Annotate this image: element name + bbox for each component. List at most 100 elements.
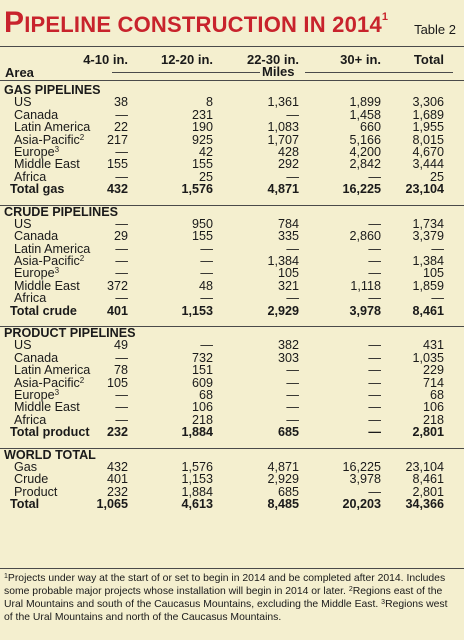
cell-total: 229	[422, 363, 444, 378]
table-row: Canada — 732 303 — 1,035	[0, 350, 464, 365]
cell-c12-20: 1,884	[181, 425, 213, 440]
cell-c22-30: 4,871	[267, 459, 299, 474]
cell-c12-20: 42	[198, 144, 213, 159]
col-header-22-30: 22-30 in.	[246, 52, 299, 67]
cell-c12-20: 4,613	[181, 497, 213, 512]
cell-c22-30: 335	[277, 229, 299, 244]
table-number: Table 2	[414, 22, 456, 37]
total-row: Total crude 401 1,153 2,929 3,978 8,461	[0, 303, 464, 318]
cell-c22-30: 321	[277, 278, 299, 293]
cell-c22-30: —	[286, 363, 299, 378]
unit-rule-left	[112, 72, 260, 73]
row-label: Latin America	[14, 120, 91, 135]
cell-c30plus: 3,978	[349, 303, 381, 318]
cell-c30plus: —	[368, 363, 381, 378]
cell-c12-20: —	[200, 338, 213, 353]
cell-c4-10: 49	[113, 338, 128, 353]
row-label: Middle East	[14, 157, 80, 172]
total-row: Total 1,065 4,613 8,485 20,203 34,366	[0, 497, 464, 512]
cell-c12-20: 218	[191, 412, 213, 427]
row-label: Middle East	[14, 400, 80, 415]
cell-c4-10: 401	[106, 303, 128, 318]
area-header: Area	[5, 65, 34, 80]
section-heading: WORLD TOTAL	[0, 448, 464, 461]
table-bottom-rule	[0, 568, 464, 569]
table-row: Europe3 — 42 428 4,200 4,670	[0, 144, 464, 159]
cell-c4-10: —	[115, 387, 128, 402]
cell-c22-30: —	[286, 412, 299, 427]
row-label: Europe3	[14, 266, 60, 281]
cell-c12-20: 106	[191, 400, 213, 415]
cell-c22-30: —	[286, 387, 299, 402]
section-heading: CRUDE PIPELINES	[0, 205, 464, 218]
table-row: Latin America 22 190 1,083 660 1,955	[0, 120, 464, 135]
cell-total: 23,104	[405, 182, 444, 197]
cell-c22-30: 428	[277, 144, 299, 159]
cell-c30plus: 1,899	[349, 95, 381, 110]
cell-total: —	[431, 241, 444, 256]
cell-c30plus: 5,166	[349, 132, 381, 147]
cell-c22-30: —	[286, 291, 299, 306]
total-row: Total product 232 1,884 685 — 2,801	[0, 425, 464, 440]
cell-c30plus: —	[368, 350, 381, 365]
row-label: Asia-Pacific2	[14, 254, 85, 269]
cell-total: 1,859	[412, 278, 444, 293]
cell-c30plus: 660	[359, 120, 381, 135]
cell-total: 1,689	[412, 107, 444, 122]
cell-c12-20: 1,576	[181, 459, 213, 474]
table-row: Gas 432 1,576 4,871 16,225 23,104	[0, 459, 464, 474]
cell-c12-20: 151	[191, 363, 213, 378]
row-label: US	[14, 338, 32, 353]
cell-c30plus: —	[368, 254, 381, 269]
col-header-4-10: 4-10 in.	[83, 52, 128, 67]
cell-c30plus: —	[368, 216, 381, 231]
cell-total: 106	[422, 400, 444, 415]
cell-total: 1,734	[412, 216, 444, 231]
cell-c4-10: —	[115, 350, 128, 365]
cell-c4-10: —	[115, 216, 128, 231]
cell-c4-10: —	[115, 241, 128, 256]
table-row: Middle East 155 155 292 2,842 3,444	[0, 157, 464, 172]
footnote-marker: 2	[79, 132, 85, 142]
cell-total: 3,306	[412, 95, 444, 110]
cell-c12-20: 8	[205, 95, 213, 110]
section-separator	[0, 439, 464, 449]
cell-c22-30: 1,707	[267, 132, 299, 147]
cell-c30plus: —	[368, 266, 381, 281]
cell-c4-10: —	[115, 291, 128, 306]
cell-c4-10: 22	[113, 120, 128, 135]
cell-c30plus: 20,203	[342, 497, 381, 512]
cell-c30plus: —	[368, 484, 381, 499]
row-label: Crude	[14, 472, 49, 487]
cell-c4-10: 155	[106, 157, 128, 172]
table-row: Product 232 1,884 685 — 2,801	[0, 484, 464, 499]
cell-total: 1,384	[412, 254, 444, 269]
cell-c22-30: 2,929	[267, 472, 299, 487]
cell-total: 4,670	[412, 144, 444, 159]
title-initial: P	[4, 6, 25, 39]
table-row: Africa — 218 — — 218	[0, 412, 464, 427]
table-row: Canada 29 155 335 2,860 3,379	[0, 229, 464, 244]
row-label: GAS PIPELINES	[4, 83, 101, 97]
cell-c4-10: 432	[106, 182, 128, 197]
table-row: Latin America — — — — —	[0, 241, 464, 256]
row-label: Total product	[10, 425, 90, 440]
row-label: Asia-Pacific2	[14, 132, 85, 147]
table-row: Middle East 372 48 321 1,118 1,859	[0, 278, 464, 293]
cell-c22-30: 1,083	[267, 120, 299, 135]
cell-c12-20: 231	[191, 107, 213, 122]
cell-c12-20: 1,153	[181, 303, 213, 318]
cell-c22-30: 784	[277, 216, 299, 231]
table-row: US 49 — 382 — 431	[0, 338, 464, 353]
cell-c22-30: 1,361	[267, 95, 299, 110]
cell-c30plus: 16,225	[342, 459, 381, 474]
cell-c12-20: —	[200, 254, 213, 269]
column-header: Area 4-10 in. 12-20 in. 22-30 in. 30+ in…	[0, 46, 464, 81]
cell-c22-30: 685	[277, 425, 299, 440]
cell-c22-30: 8,485	[267, 497, 299, 512]
cell-total: 431	[422, 338, 444, 353]
cell-c12-20: 190	[191, 120, 213, 135]
cell-c22-30: —	[286, 400, 299, 415]
cell-c30plus: 1,118	[350, 278, 381, 293]
cell-c22-30: 4,871	[267, 182, 299, 197]
